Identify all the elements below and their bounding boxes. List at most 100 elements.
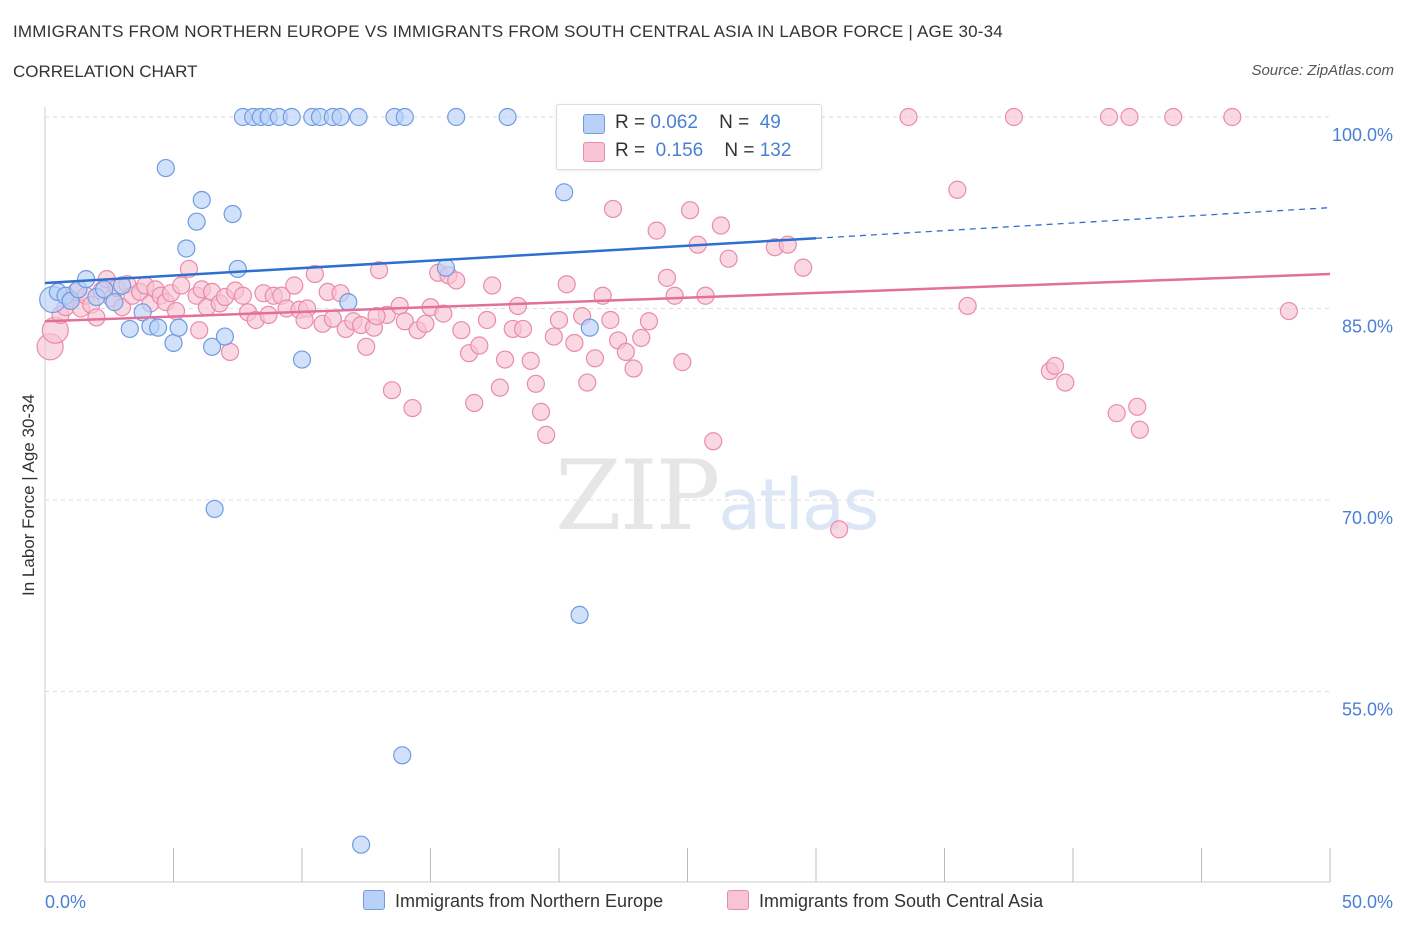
point-south-central-asia: [190, 321, 209, 340]
point-south-central-asia: [1164, 107, 1183, 127]
x-tick-label-max: 50.0%: [1342, 892, 1393, 912]
point-south-central-asia: [382, 381, 402, 400]
point-south-central-asia: [673, 353, 692, 372]
point-south-central-asia: [647, 221, 666, 240]
trend-line-northern-europe-extension: [815, 206, 1331, 239]
x-tick-label-min: 0.0%: [45, 892, 86, 912]
chart-subtitle: CORRELATION CHART: [13, 62, 198, 81]
point-northern-europe: [228, 259, 247, 279]
point-northern-europe: [447, 107, 466, 127]
point-northern-europe: [164, 333, 183, 353]
point-northern-europe: [292, 350, 312, 369]
legend-stats-northern-europe: R = 0.062 N = 49: [615, 112, 781, 134]
bottom-legend-label: Immigrants from South Central Asia: [759, 891, 1044, 911]
point-south-central-asia: [601, 310, 620, 330]
point-south-central-asia: [578, 373, 597, 392]
point-south-central-asia: [1004, 107, 1023, 127]
point-south-central-asia: [704, 432, 723, 451]
point-south-central-asia: [1128, 397, 1147, 416]
point-northern-europe: [177, 239, 196, 258]
point-northern-europe: [95, 280, 114, 299]
point-northern-europe: [352, 835, 371, 854]
point-south-central-asia: [1223, 107, 1242, 127]
point-south-central-asia: [537, 425, 556, 444]
legend-r-value: 0.156: [655, 140, 704, 161]
point-south-central-asia: [1107, 404, 1126, 423]
point-south-central-asia: [172, 276, 191, 295]
point-south-central-asia: [665, 286, 684, 305]
point-south-central-asia: [948, 180, 967, 199]
point-northern-europe: [339, 293, 358, 312]
point-south-central-asia: [416, 314, 435, 333]
point-south-central-asia: [447, 271, 466, 290]
trend-line-south-central-asia: [44, 272, 1331, 323]
point-south-central-asia: [549, 310, 569, 330]
point-south-central-asia: [521, 351, 540, 370]
point-south-central-asia: [508, 296, 527, 316]
legend-r-label: R =: [615, 112, 646, 133]
point-south-central-asia: [526, 374, 545, 393]
point-south-central-asia: [1056, 373, 1075, 392]
source-credit: Source: ZipAtlas.com: [1251, 62, 1394, 79]
point-northern-europe: [192, 190, 211, 210]
point-south-central-asia: [624, 359, 643, 378]
point-south-central-asia: [1279, 301, 1298, 321]
point-south-central-asia: [899, 107, 918, 127]
point-northern-europe: [112, 276, 132, 295]
legend-swatch-blue: [583, 114, 605, 134]
point-south-central-asia: [958, 296, 977, 316]
trend-line-northern-europe: [44, 237, 817, 285]
point-northern-europe: [580, 318, 599, 337]
point-northern-europe: [331, 107, 350, 127]
point-northern-europe: [156, 158, 175, 178]
point-northern-europe: [282, 107, 301, 127]
y-tick-label: 70.0%: [1342, 508, 1393, 528]
point-south-central-asia: [483, 276, 502, 295]
chart-title: IMMIGRANTS FROM NORTHERN EUROPE VS IMMIG…: [13, 22, 1003, 41]
point-south-central-asia: [719, 249, 738, 268]
point-south-central-asia: [565, 333, 584, 353]
bottom-legend-south-central-asia: Immigrants from South Central Asia: [727, 890, 1043, 912]
legend-n-value: 49: [759, 112, 781, 133]
point-south-central-asia: [395, 312, 414, 331]
point-south-central-asia: [513, 319, 533, 339]
y-tick-label: 85.0%: [1342, 317, 1393, 337]
correlation-legend: R = 0.062 N = 49 R = 0.156 N = 132: [556, 104, 822, 170]
y-axis-title: In Labor Force | Age 30-34: [19, 394, 38, 596]
point-northern-europe: [120, 319, 139, 339]
point-south-central-asia: [220, 342, 240, 362]
point-northern-europe: [148, 318, 168, 337]
point-northern-europe: [570, 605, 589, 625]
watermark: ZIPatlas: [555, 440, 879, 552]
point-south-central-asia: [1130, 420, 1149, 439]
trend-lines: [44, 206, 1331, 323]
series-south-central-asia: [36, 107, 1298, 539]
point-south-central-asia: [639, 312, 659, 331]
point-south-central-asia: [794, 258, 813, 277]
legend-n-label: N =: [724, 140, 755, 161]
bottom-legend-northern-europe: Immigrants from Northern Europe: [363, 890, 663, 912]
point-south-central-asia: [657, 268, 677, 287]
legend-n-value: 132: [759, 140, 792, 161]
point-south-central-asia: [557, 275, 576, 294]
bottom-legend-swatch-blue: [363, 890, 385, 910]
point-south-central-asia: [403, 398, 422, 418]
point-south-central-asia: [259, 305, 278, 324]
point-south-central-asia: [477, 310, 497, 330]
point-northern-europe: [395, 107, 414, 127]
point-northern-europe: [215, 327, 234, 346]
point-northern-europe: [205, 499, 224, 519]
point-south-central-asia: [830, 520, 849, 539]
point-south-central-asia: [495, 350, 515, 369]
legend-r-label: R =: [615, 140, 646, 161]
point-south-central-asia: [305, 264, 324, 284]
series-northern-europe: [39, 107, 766, 854]
point-south-central-asia: [490, 378, 509, 397]
point-northern-europe: [393, 746, 412, 765]
point-south-central-asia: [1045, 356, 1065, 376]
point-south-central-asia: [367, 307, 386, 326]
bottom-legend-swatch-pink: [727, 890, 749, 910]
point-northern-europe: [223, 204, 242, 224]
point-south-central-asia: [357, 337, 376, 356]
watermark-atlas: atlas: [718, 464, 879, 546]
